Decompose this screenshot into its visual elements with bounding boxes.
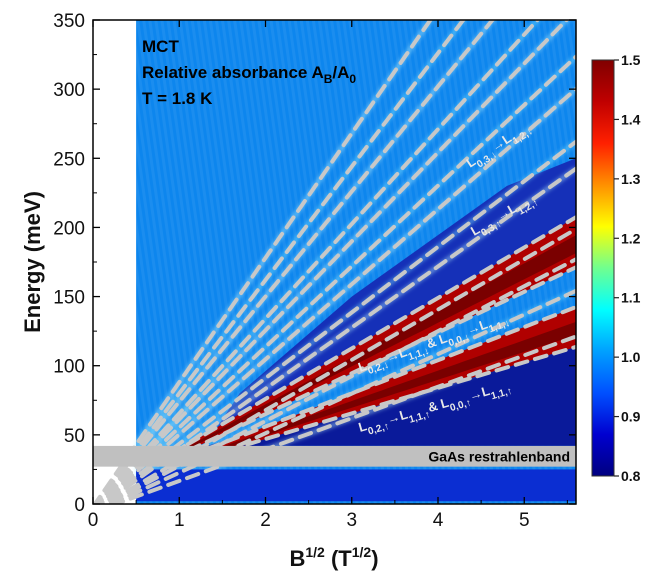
x-tick-label: 5 xyxy=(519,510,530,531)
band-dashed-line xyxy=(168,215,576,457)
y-axis: 0 50 100 150 200 250 300 350 xyxy=(53,11,576,516)
fan-dashed-line xyxy=(96,87,576,504)
colorbar-tick-label: 1.5 xyxy=(621,52,641,68)
y-tick-label: 50 xyxy=(64,426,85,447)
x-tick-label: 1 xyxy=(174,510,185,531)
fan-dashed-line xyxy=(93,20,433,504)
y-tick-label: 200 xyxy=(53,218,85,239)
colorbar-tick-label: 0.9 xyxy=(621,409,641,425)
fan-dashed-line xyxy=(93,20,466,504)
restrahlen-band-label: GaAs restrahlenband xyxy=(428,448,570,464)
restrahlen-band xyxy=(93,445,576,467)
colorbar-tick-label: 1.4 xyxy=(621,111,641,127)
colorbar: 0.8 0.9 1.0 1.1 1.2 1.3 1.4 1.5 xyxy=(591,52,641,484)
fan-dashed-line xyxy=(94,20,570,504)
y-tick-label: 0 xyxy=(74,495,85,516)
band-dashed-line xyxy=(168,265,576,461)
colorbar-tick-label: 1.3 xyxy=(621,171,641,187)
plot-area xyxy=(93,20,576,504)
fan-dashed-line xyxy=(94,54,576,504)
y-tick-label: 300 xyxy=(53,80,85,101)
x-tick-label: 0 xyxy=(88,510,99,531)
fan-dashed-line xyxy=(94,20,541,504)
colorbar-ticks: 0.8 0.9 1.0 1.1 1.2 1.3 1.4 1.5 xyxy=(614,52,641,484)
temperature-label: T = 1.8 K xyxy=(142,89,213,108)
measurement-label: Relative absorbance AB/A0 xyxy=(142,63,356,86)
colorbar-tick-label: 1.0 xyxy=(621,349,641,365)
x-tick-label: 2 xyxy=(260,510,271,531)
colorbar-scale xyxy=(591,59,615,477)
colorbar-tick-label: 0.8 xyxy=(621,468,641,484)
y-tick-label: 150 xyxy=(53,288,85,309)
fan-dashed-line xyxy=(93,20,496,504)
fan-dashed-line xyxy=(101,257,576,504)
absorption-band-lower-core xyxy=(170,321,576,467)
colorbar-tick-label: 1.1 xyxy=(621,290,641,306)
fan-dashed-line xyxy=(106,288,576,504)
x-axis-title: B1/2 (T1/2) xyxy=(289,544,378,571)
band-dashed-line xyxy=(168,305,576,466)
x-tick-label: 3 xyxy=(346,510,357,531)
sample-label: MCT xyxy=(142,37,179,56)
x-tick-label: 4 xyxy=(433,510,444,531)
low-energy-strip xyxy=(136,469,576,502)
transition-fan-lines xyxy=(93,20,576,504)
colorbar-tick-label: 1.2 xyxy=(621,230,641,246)
y-axis-title: Energy (meV) xyxy=(20,191,45,333)
x-axis: 0 1 2 3 4 5 xyxy=(88,20,568,531)
fan-dashed-line xyxy=(109,334,576,504)
info-text: MCT Relative absorbance AB/A0 T = 1.8 K xyxy=(142,37,356,108)
y-tick-label: 250 xyxy=(53,149,85,170)
y-tick-label: 350 xyxy=(53,11,85,32)
y-tick-label: 100 xyxy=(53,357,85,378)
